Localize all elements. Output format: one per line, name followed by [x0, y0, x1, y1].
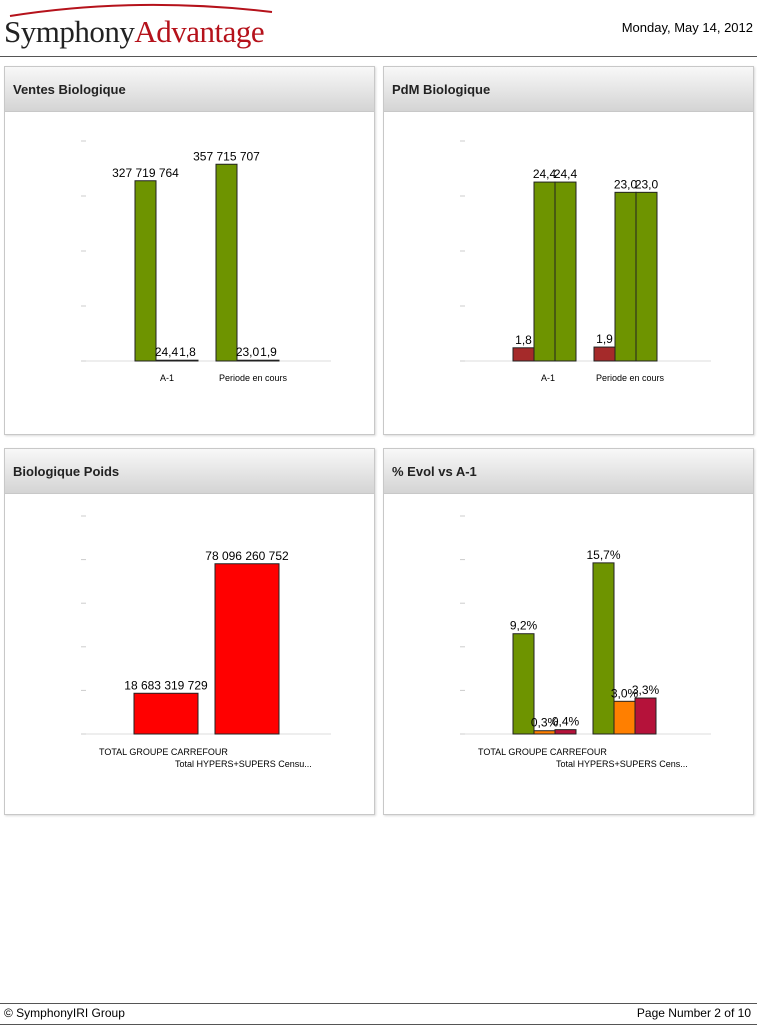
bar — [133, 692, 199, 735]
data-label: 0,4% — [552, 715, 580, 729]
category-label: Total HYPERS+SUPERS Censu... — [175, 759, 312, 769]
logo-part2: Advantage — [134, 14, 265, 49]
category-label: Total HYPERS+SUPERS Cens... — [556, 759, 688, 769]
bar — [257, 359, 280, 362]
bar — [155, 359, 178, 362]
data-label: 15,7% — [586, 548, 620, 562]
bar — [614, 191, 637, 362]
data-label: 0,3% — [531, 716, 559, 730]
panel-header: Biologique Poids — [5, 449, 374, 494]
panel-header: PdM Biologique — [384, 67, 753, 112]
bar — [214, 563, 280, 735]
bar — [512, 347, 535, 362]
bar — [554, 729, 577, 735]
chart-title: % Evol vs A-1 — [392, 464, 477, 479]
bar — [533, 730, 556, 735]
category-label: A-1 — [160, 373, 174, 383]
data-label: 3,0% — [611, 686, 639, 700]
bar — [634, 697, 657, 735]
panel-ventes-biologique: Ventes Biologique 327 719 764 24,4 1,8 A-1 3… — [4, 66, 375, 435]
data-label: 1,9 — [596, 332, 613, 346]
chart-ventes: 327 719 764 24,4 1,8 A-1 357 715 707 23,0 1,9 P… — [81, 140, 331, 383]
data-label: 78 096 260 752 — [205, 549, 289, 563]
chart-title: Ventes Biologique — [13, 82, 126, 97]
bar — [554, 181, 577, 362]
panel-pdm-biologique: PdM Biologique 1,8 24,4 24,4 A-1 1,9 23,0 23,0… — [383, 66, 754, 435]
report-header: SymphonyAdvantage Monday, May 14, 2012 — [0, 0, 757, 57]
category-label: TOTAL GROUPE CARREFOUR — [478, 747, 607, 757]
logo: SymphonyAdvantage — [4, 14, 265, 50]
bar — [592, 562, 615, 735]
data-label: 18 683 319 729 — [124, 678, 208, 692]
report-footer: © SymphonyIRI Group Page Number 2 of 10 — [0, 1003, 757, 1025]
data-label: 24,4 — [155, 345, 179, 359]
bar — [533, 181, 556, 362]
data-label: 1,8 — [515, 333, 532, 347]
logo-part1: Symphony — [4, 14, 135, 49]
logo-swoosh-icon — [9, 3, 273, 17]
data-label: 1,8 — [179, 345, 196, 359]
data-label: 23,0 — [635, 177, 659, 191]
category-label: Periode en cours — [596, 373, 665, 383]
data-label: 23,0 — [236, 345, 260, 359]
chart-title: Biologique Poids — [13, 464, 120, 479]
bar — [593, 346, 616, 362]
category-label: A-1 — [541, 373, 555, 383]
bar — [215, 163, 238, 362]
data-label: 327 719 764 — [112, 166, 179, 180]
bar — [635, 191, 658, 362]
panel-header: % Evol vs A-1 — [384, 449, 753, 494]
category-label: TOTAL GROUPE CARREFOUR — [99, 747, 228, 757]
data-label: 3,3% — [632, 683, 660, 697]
chart-poids: 18 683 319 729 TOTAL GROUPE CARREFOUR 78 0… — [81, 515, 331, 769]
chart-evol: 9,2% 0,3%0,4% TOTAL GROUPE CARREFOUR 15,7% 3… — [460, 515, 711, 769]
bar — [236, 359, 259, 362]
bar — [613, 700, 636, 735]
page-number: Page Number 2 of 10 — [636, 1006, 751, 1020]
chart-pdm: 1,8 24,424,4 A-1 1,9 23,023,0 Periode en cour… — [460, 140, 711, 383]
copyright: © SymphonyIRI Group — [4, 1006, 125, 1020]
category-label: Periode en cours — [219, 373, 288, 383]
data-label: 24,4 — [554, 167, 578, 181]
bar — [176, 359, 199, 362]
bar — [512, 633, 535, 735]
report-date: Monday, May 14, 2012 — [621, 20, 753, 35]
chart-title: PdM Biologique — [392, 82, 491, 97]
data-label: 24,4 — [533, 167, 557, 181]
panel-evol-vs-a1: % Evol vs A-1 9,2% 0,3% 0,4% TOTAL GROUPE C… — [383, 448, 754, 815]
data-label: 9,2% — [510, 619, 538, 633]
data-label: 1,9 — [260, 345, 277, 359]
bar — [134, 180, 157, 362]
data-label: 357 715 707 — [193, 149, 260, 163]
data-label: 23,0 — [614, 177, 638, 191]
panel-biologique-poids: Biologique Poids 18 683 319 729 TOTAL GRO… — [4, 448, 375, 815]
panel-header: Ventes Biologique — [5, 67, 374, 112]
